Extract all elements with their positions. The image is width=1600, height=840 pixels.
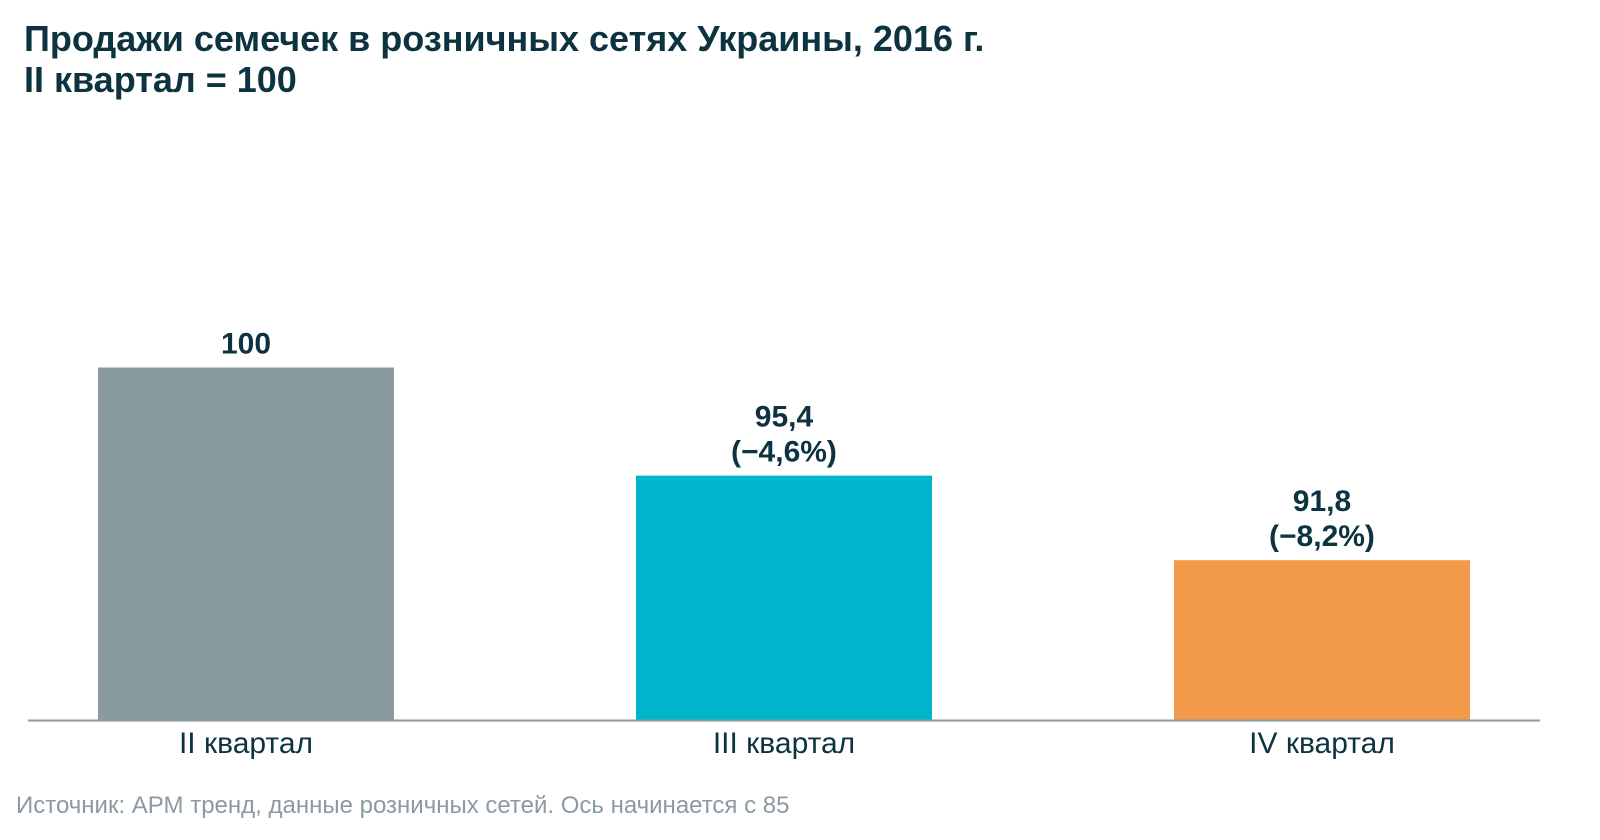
category-label-1: II квартал (179, 727, 313, 760)
bar-chart: 100 II квартал 95,4(−4,6%) III квартал 91,8(… (28, 328, 1540, 760)
chart-subtitle: II квартал = 100 (24, 59, 297, 100)
data-label-3-1: 91,8 (1293, 485, 1351, 518)
data-label-3-2: (−8,2%) (1269, 520, 1375, 553)
data-label-1-1: 100 (221, 328, 271, 361)
bar-1 (98, 367, 394, 720)
category-label-3: IV квартал (1249, 727, 1395, 760)
data-label-2-2: (−4,6%) (731, 436, 837, 469)
category-label-2: III квартал (713, 727, 855, 760)
chart-title-block: Продажи семечек в розничных сетях Украин… (24, 18, 984, 100)
chart-title: Продажи семечек в розничных сетях Украин… (24, 18, 985, 59)
bar-3 (1174, 560, 1470, 720)
source-note: Источник: АРМ тренд, данные розничных се… (16, 792, 790, 819)
data-label-2-1: 95,4 (755, 401, 814, 434)
bar-2 (636, 475, 932, 720)
